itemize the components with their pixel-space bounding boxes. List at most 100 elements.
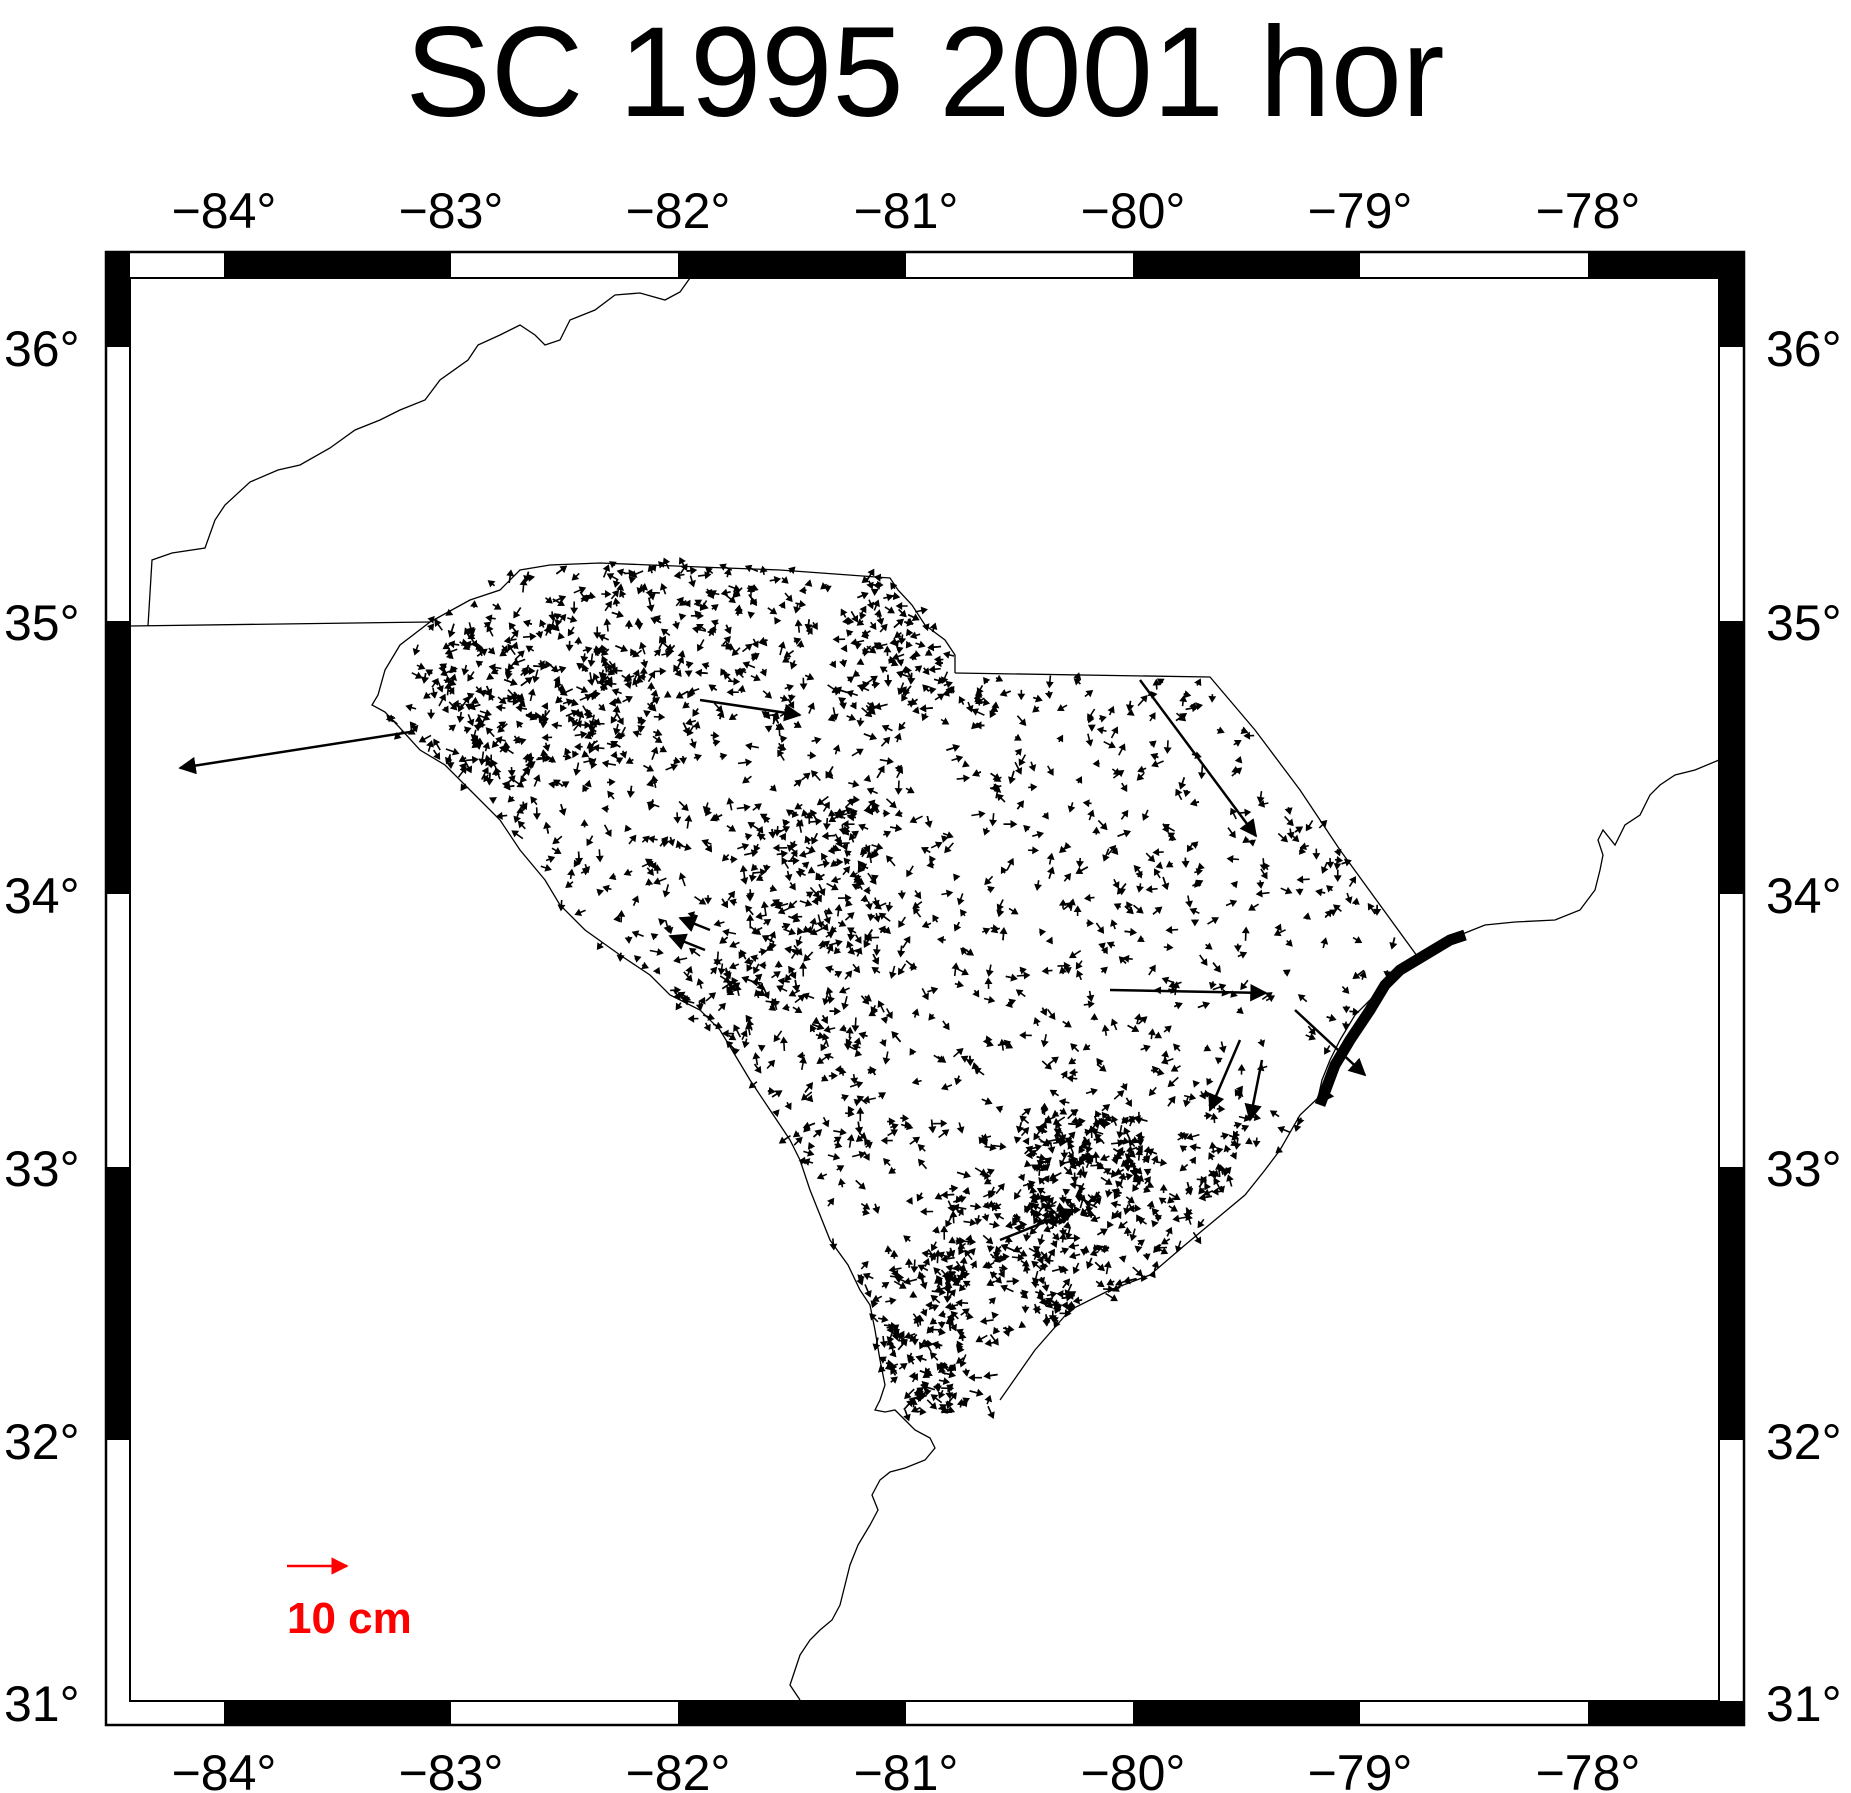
velocity-vector — [816, 795, 829, 806]
velocity-vector — [722, 635, 731, 646]
velocity-vector — [889, 965, 897, 979]
velocity-vector — [514, 737, 527, 746]
velocity-vector — [662, 557, 671, 570]
velocity-vector — [913, 1391, 922, 1402]
velocity-vector — [767, 1087, 776, 1096]
velocity-vector — [982, 1201, 990, 1210]
velocity-vector — [1023, 824, 1031, 833]
velocity-vector — [1063, 1221, 1071, 1229]
y-tick-label: 36° — [4, 321, 80, 377]
velocity-vector — [861, 629, 871, 637]
y-tick-label: 33° — [4, 1141, 80, 1197]
velocity-vector — [541, 702, 549, 710]
velocity-vector — [1194, 678, 1202, 687]
velocity-vector — [810, 770, 821, 782]
velocity-vector — [663, 690, 672, 698]
velocity-vector — [704, 895, 713, 905]
velocity-vector — [956, 774, 971, 783]
velocity-vector — [826, 943, 834, 954]
velocity-vector — [513, 811, 522, 824]
velocity-vector — [646, 779, 658, 788]
velocity-vector — [828, 1071, 838, 1080]
velocity-vector — [891, 652, 905, 661]
velocity-vector — [637, 725, 646, 733]
velocity-vector — [522, 632, 537, 641]
y-tick-label: 34° — [1766, 868, 1842, 924]
velocity-vector — [447, 640, 460, 649]
velocity-vector — [1000, 1243, 1015, 1252]
velocity-vector — [680, 995, 691, 1004]
velocity-vector — [1333, 869, 1342, 883]
velocity-vector — [742, 661, 756, 669]
velocity-vector — [929, 1317, 938, 1325]
velocity-vector — [567, 626, 575, 637]
velocity-vector — [659, 745, 668, 753]
velocity-vector — [1126, 708, 1135, 716]
velocity-vector — [1041, 1201, 1049, 1212]
velocity-vector — [1056, 1290, 1068, 1299]
velocity-vector — [948, 1236, 957, 1244]
velocity-vector — [856, 618, 865, 626]
velocity-vector — [616, 568, 626, 577]
velocity-vector — [805, 845, 816, 853]
velocity-vector — [484, 685, 493, 696]
velocity-vector — [1297, 994, 1308, 1003]
velocity-vector — [611, 688, 622, 696]
velocity-vector — [1028, 1247, 1042, 1256]
velocity-vector — [429, 687, 438, 699]
velocity-vector — [974, 1167, 988, 1176]
velocity-vector — [885, 1297, 897, 1305]
velocity-vector — [632, 669, 641, 681]
south-carolina-outline — [371, 621, 936, 1701]
velocity-vector — [1147, 1028, 1156, 1040]
velocity-vector — [799, 1056, 807, 1071]
velocity-vector — [831, 687, 842, 696]
velocity-vector — [844, 798, 855, 809]
velocity-vector — [827, 1152, 841, 1161]
velocity-vector — [966, 1055, 975, 1067]
velocity-vector — [943, 680, 953, 689]
velocity-vector — [1143, 1168, 1152, 1176]
velocity-vector — [933, 655, 944, 664]
velocity-vector — [983, 676, 991, 685]
velocity-vector — [879, 1356, 887, 1364]
velocity-vector — [804, 1082, 813, 1093]
velocity-vector — [1168, 1204, 1178, 1212]
velocity-vector — [1177, 1131, 1186, 1140]
velocity-vector — [544, 596, 553, 604]
velocity-vector — [516, 720, 524, 729]
velocity-vector — [822, 1116, 830, 1128]
velocity-vector — [670, 986, 682, 995]
velocity-vector — [1127, 1202, 1135, 1213]
velocity-vector — [992, 1273, 1002, 1284]
velocity-vector — [1137, 1016, 1148, 1025]
velocity-vector — [1202, 1188, 1214, 1197]
velocity-vector — [921, 713, 929, 722]
velocity-vector — [1023, 1232, 1032, 1242]
velocity-vector — [1192, 1231, 1202, 1245]
velocity-vector — [1215, 1162, 1223, 1178]
velocity-vector — [1075, 960, 1083, 970]
velocity-vector — [423, 691, 431, 699]
velocity-vector — [645, 588, 660, 597]
velocity-vector — [548, 780, 559, 789]
velocity-vector — [551, 847, 562, 855]
velocity-vector — [937, 1389, 946, 1399]
velocity-vector — [821, 852, 829, 865]
velocity-vector — [1179, 1145, 1188, 1153]
velocity-vector — [1041, 811, 1049, 820]
velocity-vector — [801, 861, 810, 869]
velocity-vector — [1240, 726, 1249, 735]
velocity-vector — [942, 689, 955, 697]
velocity-vector — [941, 1384, 955, 1393]
x-tick-labels-top: −84° −83° −82° −81° −80° −79° −78° — [172, 183, 1641, 239]
velocity-vector — [1090, 1214, 1101, 1223]
velocity-vector — [965, 701, 974, 713]
velocity-vector — [1230, 880, 1238, 889]
velocity-vector — [893, 618, 904, 629]
velocity-vector — [427, 615, 438, 624]
velocity-vector — [917, 1144, 926, 1152]
x-tick-label: −79° — [1308, 1745, 1413, 1793]
velocity-vector — [520, 666, 530, 676]
x-tick-label: −80° — [1081, 183, 1186, 239]
